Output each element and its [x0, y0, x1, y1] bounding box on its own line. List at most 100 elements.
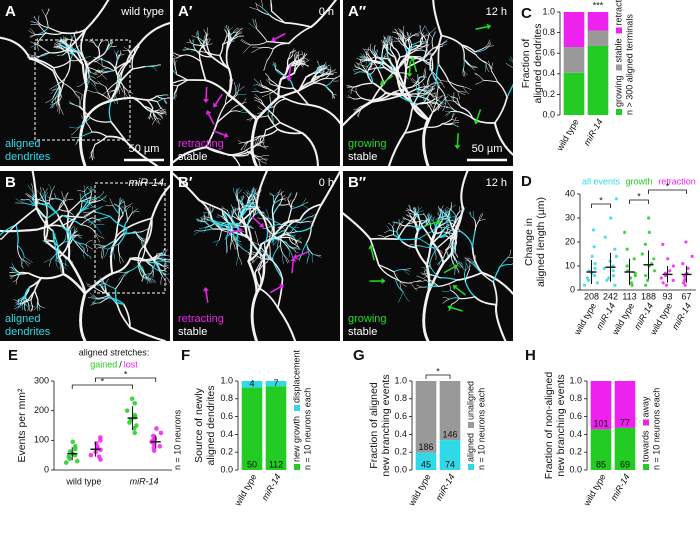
dendrite: [330, 69, 337, 73]
dendrite: [259, 155, 270, 158]
dendrite: [401, 59, 408, 66]
dendrite: [346, 85, 354, 88]
dendrite: [320, 72, 325, 77]
dendrite: [280, 229, 287, 233]
y-tick-label: 0.8: [220, 393, 233, 403]
dendrite: [399, 223, 411, 227]
dendrite: [205, 122, 218, 149]
dendrite: [420, 25, 426, 34]
dendrite: [440, 105, 449, 108]
data-point: [661, 281, 665, 285]
dendrite: [158, 109, 164, 111]
dendrite: [397, 291, 404, 303]
data-point: [686, 266, 690, 270]
bar-segment: [587, 30, 609, 46]
data-point: [614, 254, 619, 258]
dendrite: [381, 53, 387, 61]
dendrite: [77, 202, 83, 217]
arrow: [251, 216, 262, 226]
dendrite: [15, 207, 38, 226]
dendrite: [240, 39, 251, 46]
dendrite: [216, 103, 226, 124]
note: n = 10 neurons: [172, 409, 182, 470]
dendrite: [245, 225, 254, 229]
data-point: [74, 458, 80, 464]
dendrite: [228, 154, 249, 157]
arrow-head: [213, 102, 219, 108]
count-label: 85: [596, 459, 606, 469]
dendrite: [63, 192, 68, 201]
dendrite: [467, 257, 475, 263]
dendrite: [290, 204, 303, 210]
image-legend: growing: [348, 313, 387, 325]
data-point: [592, 245, 596, 249]
dendrite: [362, 65, 369, 67]
dendrite: [79, 193, 89, 202]
dendrite: [418, 231, 432, 240]
dendrite: [261, 92, 271, 98]
dendrite: [310, 203, 323, 229]
dendrite: [107, 40, 109, 46]
dendrite: [122, 206, 127, 216]
dendrite: [402, 218, 408, 220]
dendrite: [69, 102, 80, 108]
dendrite: [150, 260, 157, 274]
dendrite: [420, 44, 427, 49]
arrow: [456, 133, 459, 146]
data-point: [611, 274, 616, 278]
dendrite: [321, 64, 327, 69]
dendrite: [464, 257, 473, 264]
dendrite: [49, 258, 52, 267]
dendrite: [423, 42, 429, 47]
dendrite: [308, 213, 317, 218]
dendrite: [87, 196, 100, 202]
dendrite: [43, 239, 47, 243]
dendrite: [369, 237, 399, 241]
significance-label: *: [101, 376, 105, 386]
image-legend: retracting: [178, 138, 224, 150]
dendrite: [41, 9, 46, 17]
dendrite: [112, 250, 115, 260]
dendrite: [107, 243, 120, 250]
dendrite: [406, 208, 412, 211]
dendrite: [51, 86, 63, 91]
dendrite: [453, 92, 455, 101]
dendrite: [156, 117, 160, 123]
dendrite: [145, 276, 156, 284]
dendrite: [421, 225, 433, 243]
dendrite: [27, 272, 43, 279]
x-tick-label: wild type: [572, 301, 599, 337]
dendrite: [383, 44, 388, 52]
dendrite: [343, 212, 372, 241]
arrow: [296, 251, 309, 258]
bar-segment: [439, 440, 461, 470]
significance-bracket: [425, 374, 451, 379]
dendrite: [450, 96, 458, 99]
dendrite: [196, 219, 205, 222]
data-point: [668, 269, 672, 273]
dendrite: [118, 198, 124, 206]
dendrite: [65, 227, 69, 232]
y-tick-label: 0: [44, 464, 49, 474]
data-point: [63, 460, 69, 465]
data-point: [632, 257, 636, 261]
dendrite: [87, 75, 90, 84]
data-point: [630, 283, 634, 287]
dendrite: [356, 63, 361, 69]
dendrite: [40, 194, 47, 204]
dendrite: [374, 55, 386, 64]
dendrite: [44, 217, 49, 242]
dendrite: [310, 0, 337, 28]
dendrite: [125, 205, 131, 212]
dendrite: [332, 76, 338, 81]
dendrite: [168, 261, 170, 263]
dendrite: [435, 226, 446, 229]
dendrite: [410, 216, 416, 223]
dendrite: [17, 245, 22, 260]
data-point: [94, 441, 99, 446]
dendrite: [258, 258, 265, 273]
dendrite: [437, 205, 442, 212]
dendrite: [469, 65, 477, 69]
arrow-head: [452, 285, 458, 290]
dendrite: [319, 72, 328, 77]
